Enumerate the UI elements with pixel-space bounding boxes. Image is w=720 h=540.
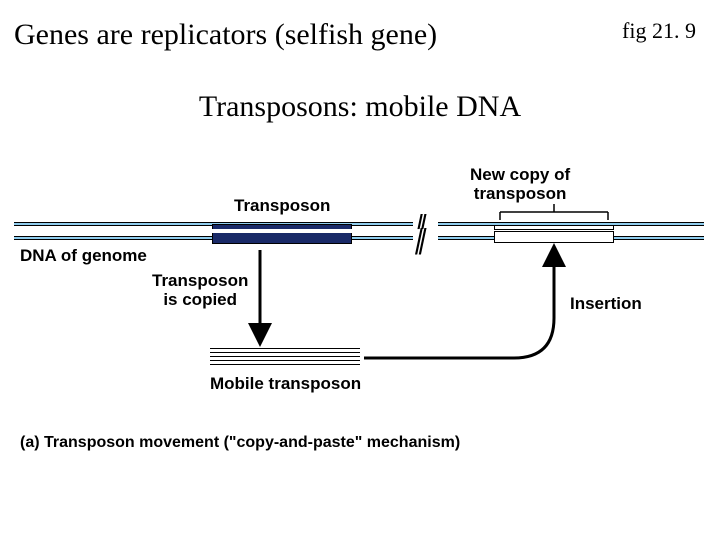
- bracket-new-copy: [500, 204, 608, 220]
- label-new-copy: New copy of transposon: [470, 166, 570, 203]
- label-dna-of-genome: DNA of genome: [20, 246, 147, 266]
- label-transposon: Transposon: [234, 196, 330, 216]
- diagram-caption: (a) Transposon movement ("copy-and-paste…: [20, 434, 460, 452]
- label-insertion: Insertion: [570, 294, 642, 314]
- page-title: Genes are replicators (selfish gene): [14, 18, 437, 52]
- transposon-diagram: ////TransposonNew copy of transposonDNA …: [0, 160, 720, 480]
- arrow-layer: [0, 160, 720, 480]
- arrow-insertion: [364, 252, 554, 358]
- figure-number-label: fig 21. 9: [622, 18, 696, 44]
- label-transposon-is-copied: Transposon is copied: [152, 272, 248, 309]
- label-mobile-transposon: Mobile transposon: [210, 374, 361, 394]
- page-subtitle: Transposons: mobile DNA: [0, 90, 720, 124]
